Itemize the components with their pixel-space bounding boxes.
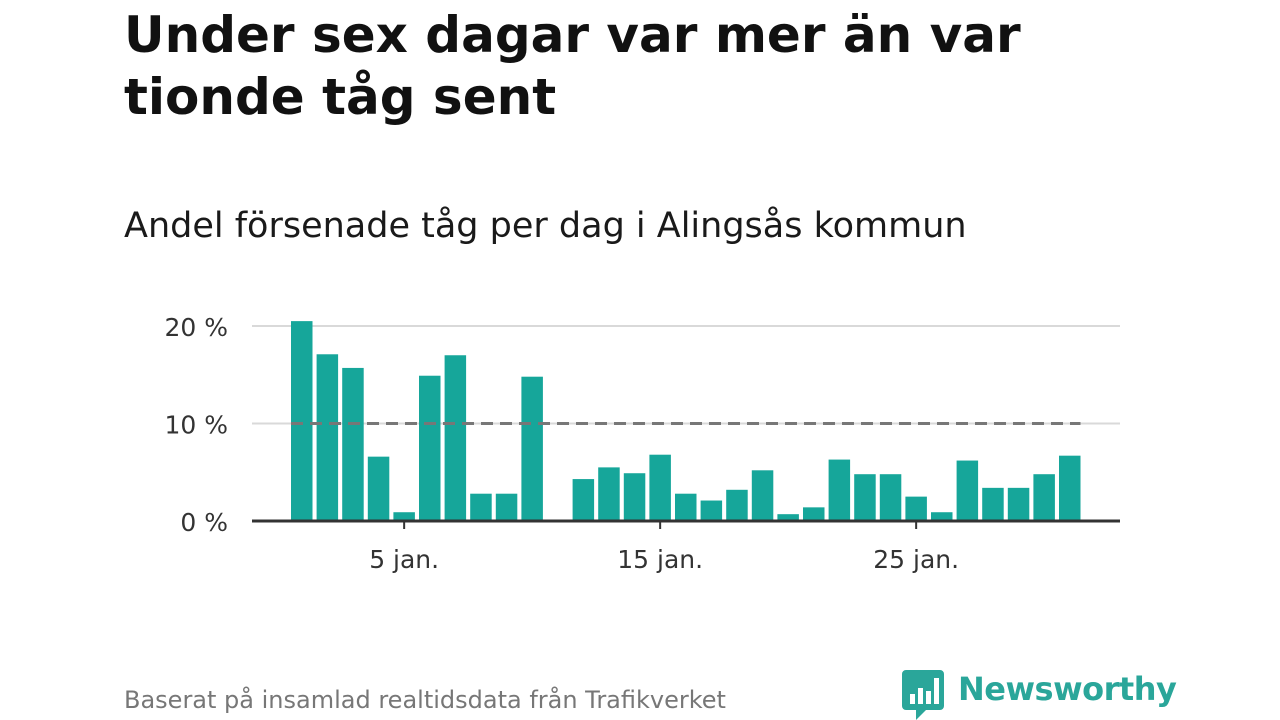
bar [1059, 455, 1081, 521]
bar [675, 493, 697, 521]
bar [751, 470, 774, 521]
bar [726, 489, 748, 521]
bar [905, 496, 927, 521]
y-tick-label: 0 % [180, 508, 228, 537]
bar [316, 354, 339, 521]
bar [495, 493, 518, 521]
bar [879, 474, 902, 521]
bar [342, 367, 364, 521]
bar [291, 321, 313, 521]
bar [623, 473, 646, 521]
bar [572, 479, 595, 521]
bar [598, 467, 620, 521]
bars [291, 321, 1081, 521]
y-tick-label: 10 % [164, 411, 228, 440]
x-tick-label: 5 jan. [369, 545, 439, 574]
x-tick-label: 25 jan. [873, 545, 959, 574]
bar [444, 355, 467, 521]
bar [1007, 487, 1030, 521]
bar [470, 493, 492, 521]
bar [367, 456, 390, 521]
chart-title: Under sex dagar var mer än var tionde tå… [124, 6, 1021, 126]
chart-subtitle: Andel försenade tåg per dag i Alingsås k… [124, 206, 967, 246]
brand-logo: Newsworthy [902, 668, 1177, 720]
bar [700, 500, 723, 521]
bar [854, 474, 876, 521]
bar [393, 512, 415, 521]
bar [982, 487, 1004, 521]
newsworthy-logo-icon [902, 670, 944, 720]
source-note: Baserat på insamlad realtidsdata från Tr… [124, 686, 726, 714]
y-tick-label: 20 % [164, 313, 228, 342]
brand-name: Newsworthy [958, 670, 1177, 708]
x-tick-label: 15 jan. [617, 545, 703, 574]
bar [931, 512, 953, 521]
bar [956, 460, 979, 521]
axes: 0 % 10 % 20 % 5 jan. 15 jan. 25 jan. [164, 313, 1120, 574]
bar [521, 376, 543, 521]
bar [419, 375, 441, 521]
bar [1033, 474, 1055, 521]
bar [649, 454, 671, 521]
bar [803, 507, 825, 521]
bar [777, 514, 799, 521]
bar [828, 459, 851, 521]
grid-lines [252, 325, 1120, 425]
